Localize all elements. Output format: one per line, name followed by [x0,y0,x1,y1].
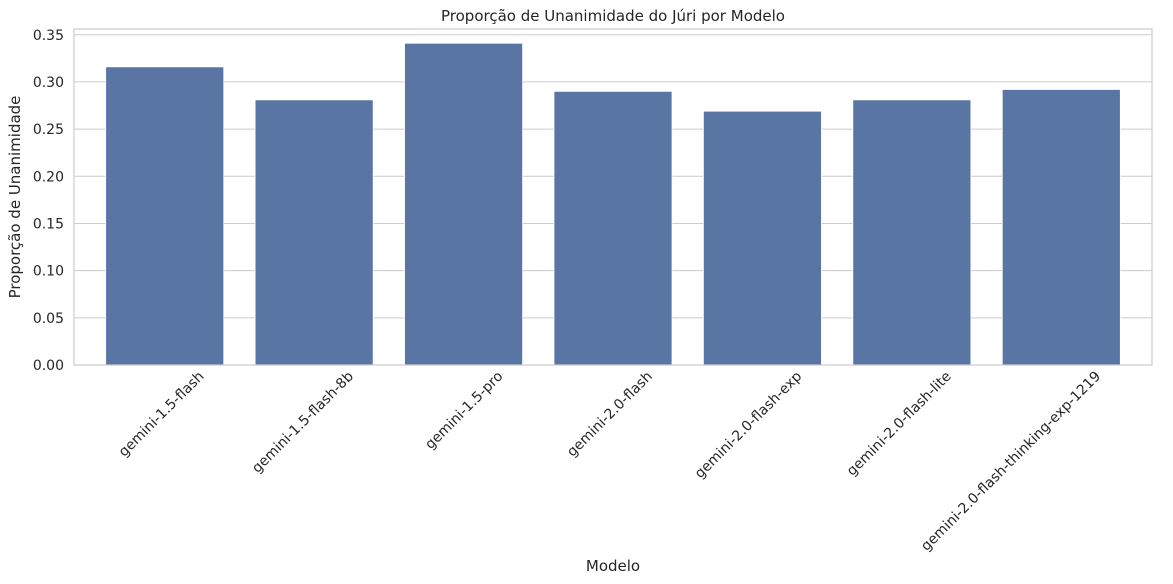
plot-frame [73,28,1153,366]
bar-gemini-1.5-pro [404,42,523,366]
bar-gemini-1.5-flash-8b [254,99,374,366]
y-tick-label: 0.05 [33,311,64,327]
x-axis-ticks: gemini-1.5-flash gemini-1.5-flash-8b gemin… [116,368,1104,554]
x-tick-label: gemini-2.0-flash-thinking-exp-1219 [918,369,1104,555]
x-tick-label: gemini-2.0-flash [564,369,656,461]
bar-gemini-2.0-flash-exp [703,110,822,366]
x-axis-label: Modelo [586,557,640,575]
bar-gemini-2.0-flash-lite [852,99,972,366]
x-tick-label: gemini-1.5-pro [422,369,506,453]
x-tick-label: gemini-2.0-flash-lite [844,369,955,480]
x-tick-label: gemini-2.0-flash-exp [692,368,805,481]
y-tick-label: 0.25 [33,122,64,138]
chart-title: Proporção de Unanimidade do Júri por Mod… [441,7,785,25]
y-tick-label: 0.15 [33,216,64,232]
y-tick-label: 0.30 [33,75,64,91]
y-axis-ticks: 0.00 0.05 0.10 0.15 0.20 0.25 0.30 0.35 [33,28,64,374]
bar-gemini-2.0-flash-thinking-exp-1219 [1001,89,1121,366]
bars [105,42,1121,366]
y-axis-label: Proporção de Unanimidade [6,96,24,299]
x-tick-label: gemini-1.5-flash [116,369,208,461]
bar-gemini-2.0-flash [553,90,673,366]
x-tick-label: gemini-1.5-flash-8b [249,368,357,476]
y-tick-label: 0.10 [33,264,64,280]
y-tick-label: 0.35 [33,28,64,44]
bar-gemini-1.5-flash [105,66,225,366]
y-tick-label: 0.00 [33,358,64,374]
y-tick-label: 0.20 [33,169,64,185]
